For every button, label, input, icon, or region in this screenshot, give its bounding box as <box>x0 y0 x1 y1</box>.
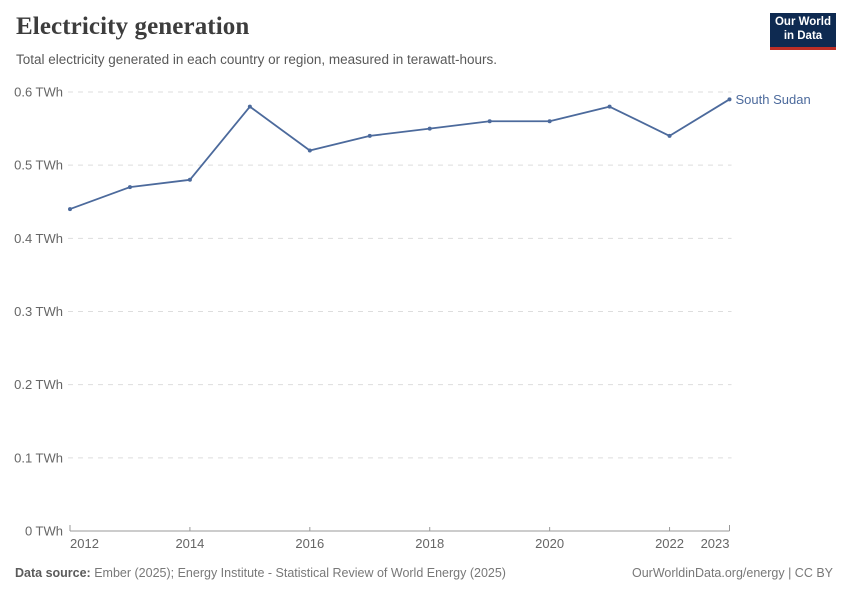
chart-footer: Data source: Ember (2025); Energy Instit… <box>15 566 833 580</box>
data-point[interactable] <box>547 119 552 124</box>
x-axis-label: 2016 <box>295 536 324 551</box>
x-axis-label: 2012 <box>70 536 99 551</box>
data-point[interactable] <box>307 148 312 153</box>
y-axis-label: 0 TWh <box>25 524 63 539</box>
data-source-label: Data source: <box>15 566 91 580</box>
data-point[interactable] <box>727 97 732 102</box>
data-source: Data source: Ember (2025); Energy Instit… <box>15 566 506 580</box>
y-axis-label: 0.1 TWh <box>14 450 63 465</box>
data-point[interactable] <box>68 207 72 212</box>
y-axis-label: 0.6 TWh <box>14 85 63 100</box>
page-title: Electricity generation <box>16 13 250 40</box>
data-point[interactable] <box>187 177 192 182</box>
x-axis-label: 2018 <box>415 536 444 551</box>
data-point[interactable] <box>247 104 252 109</box>
y-axis-label: 0.5 TWh <box>14 158 63 173</box>
owid-logo-line1: Our World <box>774 16 831 29</box>
attribution: OurWorldinData.org/energy | CC BY <box>631 566 833 580</box>
data-point[interactable] <box>667 133 672 138</box>
y-axis-label: 0.3 TWh <box>14 304 63 319</box>
data-point[interactable] <box>427 126 432 131</box>
y-axis-label: 0.2 TWh <box>14 377 63 392</box>
x-axis-label: 2014 <box>175 536 204 551</box>
y-axis-label: 0.4 TWh <box>14 231 63 246</box>
x-axis-label: 2022 <box>655 536 684 551</box>
data-point[interactable] <box>127 185 132 190</box>
series-line-south-sudan[interactable] <box>69 98 731 210</box>
data-point[interactable] <box>487 119 492 124</box>
chart-subtitle: Total electricity generated in each coun… <box>16 52 497 67</box>
x-axis-label: 2020 <box>535 536 564 551</box>
data-point[interactable] <box>367 133 372 138</box>
data-point[interactable] <box>607 104 612 109</box>
owid-logo-line2: in Data <box>783 30 823 42</box>
data-source-text: Ember (2025); Energy Institute - Statist… <box>94 566 506 580</box>
owid-logo[interactable]: Our World in Data <box>770 13 836 50</box>
series-label[interactable]: South Sudan <box>736 92 811 107</box>
x-axis-label: 2023 <box>701 536 730 551</box>
